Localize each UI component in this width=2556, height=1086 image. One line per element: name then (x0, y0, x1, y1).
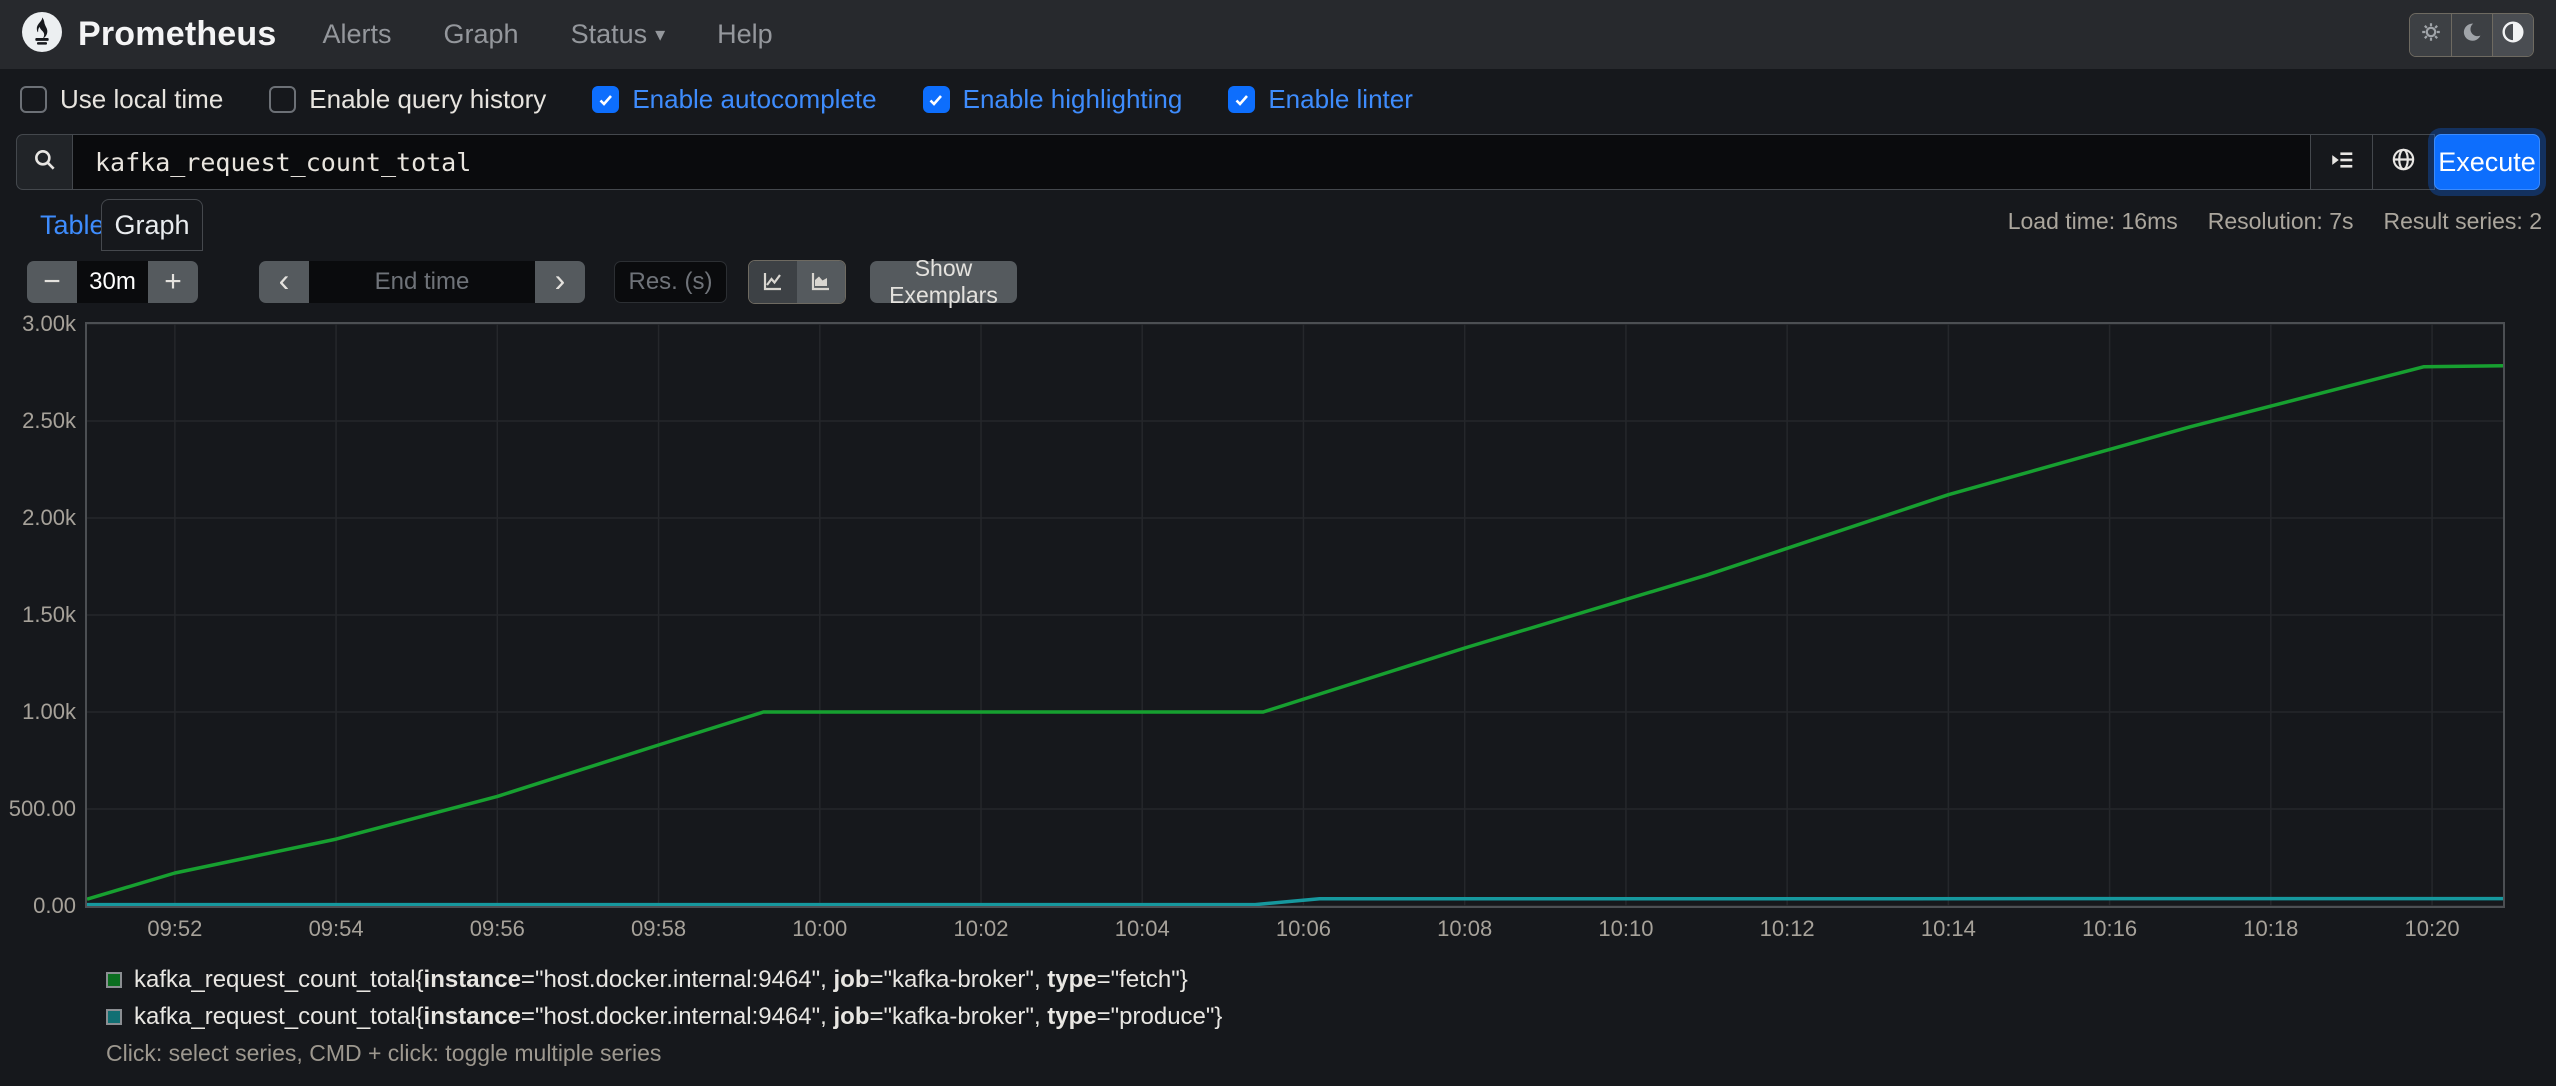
checkbox[interactable] (20, 86, 47, 113)
nav-item-graph[interactable]: Graph (443, 19, 519, 49)
option-use-local-time[interactable]: Use local time (20, 84, 223, 115)
sun-icon (2419, 20, 2443, 49)
checkbox[interactable] (269, 86, 297, 113)
series-line-1[interactable] (87, 896, 2503, 906)
x-tick-label: 10:00 (792, 916, 848, 941)
x-tick-label: 10:12 (1759, 916, 1815, 941)
line-chart-icon (761, 269, 785, 296)
contrast-half-circle-icon (2500, 19, 2526, 50)
metrics-explorer-button[interactable] (2311, 134, 2373, 190)
tab-graph[interactable]: Graph (101, 199, 203, 251)
x-tick-label: 10:14 (1920, 916, 1976, 941)
y-tick-label: 500.00 (8, 796, 76, 821)
auto-theme-button[interactable] (2492, 13, 2533, 56)
checkbox[interactable] (592, 86, 620, 113)
x-tick-label: 10:08 (1437, 916, 1493, 941)
load-time: Load time: 16ms (2007, 208, 2178, 234)
endtime-group: ‹ › (259, 261, 585, 303)
moon-icon (2460, 20, 2484, 49)
query-bar: Execute (16, 134, 2540, 190)
resolution-input[interactable] (614, 261, 727, 303)
x-tick-label: 10:02 (953, 916, 1009, 941)
decrease-range-button[interactable]: − (27, 261, 77, 303)
range-input[interactable] (77, 261, 148, 303)
legend-series-label: kafka_request_count_total{instance="host… (134, 966, 1188, 993)
nav-links: Alerts Graph Status ▾ Help (323, 19, 773, 50)
global-settings-button[interactable] (2373, 134, 2435, 190)
x-tick-label: 09:54 (308, 916, 364, 941)
show-exemplars-button[interactable]: Show Exemplars (870, 255, 1017, 308)
result-series: Result series: 2 (2383, 208, 2542, 234)
increase-range-button[interactable]: + (148, 261, 198, 303)
caret-down-icon: ▾ (655, 24, 666, 46)
x-tick-label: 09:58 (631, 916, 687, 941)
checkbox[interactable] (922, 86, 950, 113)
nav-item-help[interactable]: Help (717, 19, 773, 49)
legend-swatch (106, 972, 122, 988)
graph-plot-area[interactable] (85, 322, 2505, 908)
query-stats: Load time: 16ms Resolution: 7s Result se… (2008, 208, 2542, 235)
time-forward-button[interactable]: › (535, 261, 585, 303)
y-tick-label: 2.50k (22, 408, 76, 433)
series-line-0[interactable] (87, 363, 2503, 901)
legend-item[interactable]: kafka_request_count_total{instance="host… (106, 966, 1222, 994)
option-enable-highlighting[interactable]: Enable highlighting (922, 84, 1182, 115)
legend-swatch (106, 1009, 122, 1025)
x-tick-label: 10:18 (2243, 916, 2299, 941)
x-tick-label: 10:06 (1275, 916, 1331, 941)
y-tick-label: 1.50k (22, 602, 76, 627)
line-chart-button[interactable] (749, 261, 797, 303)
x-tick-label: 09:56 (469, 916, 525, 941)
graph-controls: − + ‹ › Show Exemplars (27, 255, 1017, 308)
navbar: Prometheus Alerts Graph Status ▾ Help (0, 0, 2556, 69)
chart-type-toggle (748, 260, 846, 304)
y-tick-label: 1.00k (22, 699, 76, 724)
option-enable-autocomplete[interactable]: Enable autocomplete (592, 84, 877, 115)
time-back-button[interactable]: ‹ (259, 261, 309, 303)
y-tick-label: 0.00 (33, 893, 76, 918)
range-group: − + (27, 261, 198, 303)
legend-help-note: Click: select series, CMD + click: toggl… (106, 1040, 662, 1066)
search-icon (32, 147, 58, 178)
legend-series-label: kafka_request_count_total{instance="host… (134, 1003, 1223, 1030)
y-tick-label: 2.00k (22, 505, 76, 530)
x-tick-label: 10:20 (2404, 916, 2460, 941)
globe-icon (2390, 146, 2417, 178)
execute-button[interactable]: Execute (2434, 134, 2540, 190)
end-time-input[interactable] (309, 261, 535, 303)
area-chart-icon (809, 269, 833, 296)
nav-item-alerts[interactable]: Alerts (322, 19, 392, 49)
tabs-row: Table Graph Load time: 16ms Resolution: … (0, 199, 2556, 251)
stacked-chart-button[interactable] (797, 261, 845, 303)
legend-item[interactable]: kafka_request_count_total{instance="host… (106, 1003, 1222, 1031)
option-enable-linter[interactable]: Enable linter (1228, 84, 1413, 115)
theme-toggle-group (2409, 12, 2534, 57)
query-input[interactable] (72, 134, 2311, 190)
option-enable-query-history[interactable]: Enable query history (269, 84, 546, 115)
y-tick-label: 3.00k (22, 311, 76, 336)
dark-theme-button[interactable] (2451, 13, 2492, 56)
brand-title: Prometheus (78, 15, 277, 53)
x-tick-label: 10:10 (1598, 916, 1654, 941)
tab-table[interactable]: Table (40, 210, 105, 240)
resolution: Resolution: 7s (2207, 208, 2354, 234)
x-tick-label: 10:04 (1114, 916, 1170, 941)
prometheus-brand[interactable]: Prometheus (22, 12, 277, 57)
light-theme-button[interactable] (2410, 13, 2451, 56)
query-options-row: Use local time Enable query history Enab… (20, 84, 1413, 115)
search-addon (16, 134, 72, 190)
prometheus-logo-icon (22, 12, 62, 57)
x-tick-label: 09:52 (147, 916, 203, 941)
legend: kafka_request_count_total{instance="host… (106, 966, 1222, 1067)
x-tick-label: 10:16 (2082, 916, 2138, 941)
nav-item-status[interactable]: Status ▾ (570, 19, 666, 49)
metrics-explorer-icon (2329, 147, 2355, 178)
checkbox[interactable] (1228, 86, 1256, 113)
